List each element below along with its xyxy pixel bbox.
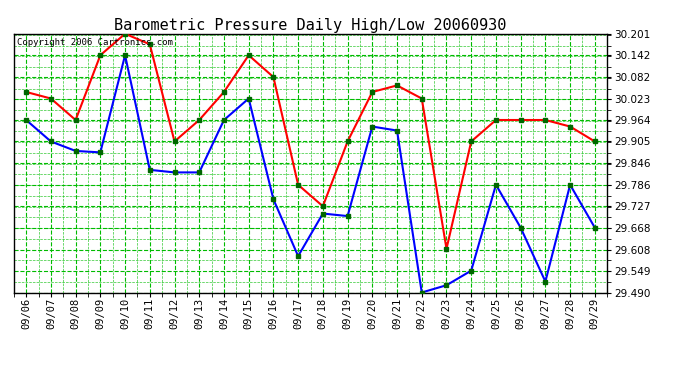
Title: Barometric Pressure Daily High/Low 20060930: Barometric Pressure Daily High/Low 20060… bbox=[115, 18, 506, 33]
Text: Copyright 2006 Cartronics.com: Copyright 2006 Cartronics.com bbox=[17, 38, 172, 46]
